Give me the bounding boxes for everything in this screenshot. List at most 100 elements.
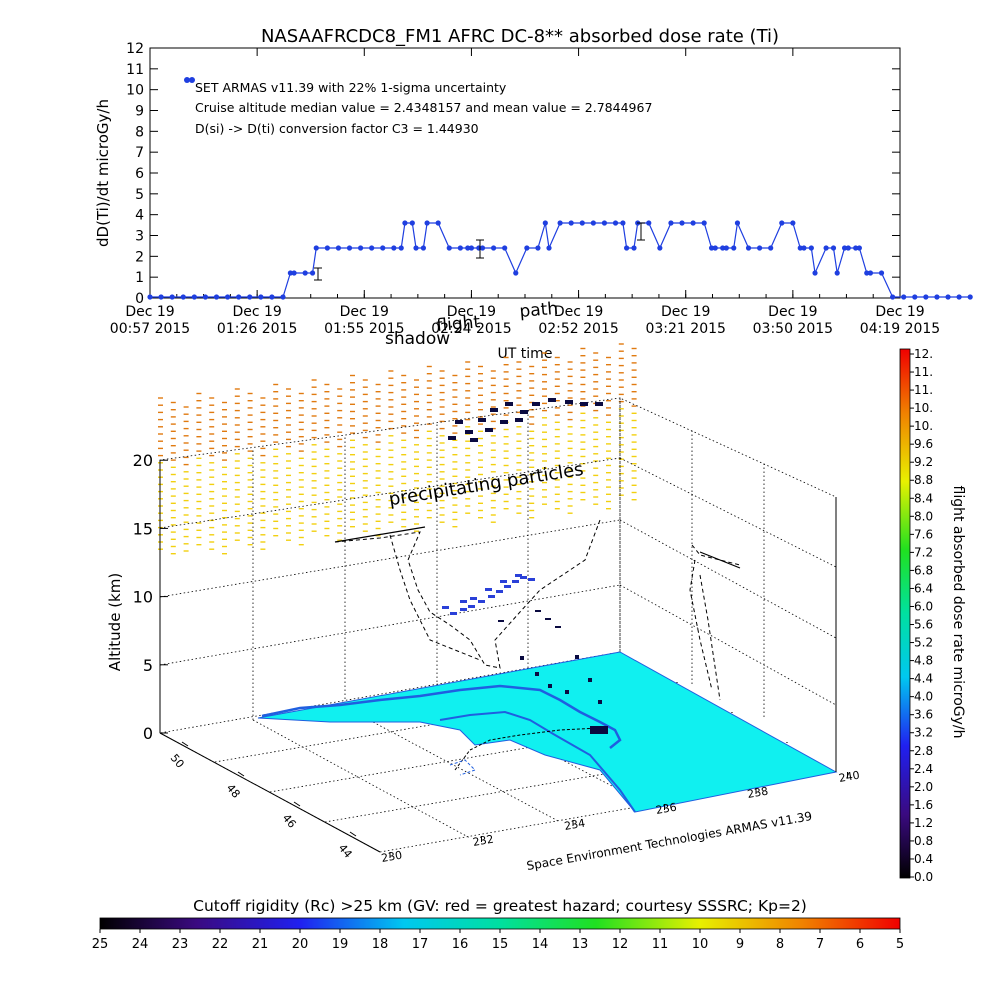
dose-curtain	[158, 343, 637, 555]
data-point	[853, 245, 859, 251]
top-y-axis-label: dD(Ti)/dt microGy/h	[94, 99, 112, 247]
data-point	[287, 270, 293, 276]
rigidity-tick-label: 5	[896, 937, 904, 952]
data-point	[701, 220, 707, 226]
rigidity-tick-label: 25	[92, 937, 109, 952]
rigidity-colorbar-label: Cutoff rigidity (Rc) >25 km (GV: red = g…	[193, 897, 807, 915]
flight-path	[334, 519, 601, 669]
lon-tick-label: 238	[746, 785, 769, 801]
x-tick-label: 03:50 2015	[753, 321, 833, 337]
rigidity-tick-label: 22	[212, 937, 229, 952]
dose-tick-label: 0.8	[914, 834, 933, 848]
data-point	[502, 245, 508, 251]
data-point	[224, 294, 231, 300]
data-point	[213, 294, 220, 300]
dose-tick-label: 0.0	[914, 870, 933, 884]
rigidity-tick-label: 19	[332, 937, 349, 952]
data-point	[335, 245, 342, 251]
x-tick-label: 03:21 2015	[645, 321, 725, 337]
x-tick-label: Dec 19	[340, 304, 389, 320]
altitude-axis: 0 5 10 15 20	[133, 451, 168, 743]
dose-tick-label: 4.8	[914, 654, 933, 668]
data-point	[745, 245, 752, 251]
data-point	[768, 245, 774, 251]
dose-tick-label: 11.	[914, 383, 933, 397]
rigidity-tick-label: 20	[292, 937, 309, 952]
rigidity-tick-label: 10	[692, 937, 709, 952]
data-point	[734, 220, 741, 226]
y-tick-label: 12	[126, 41, 144, 57]
data-point	[568, 220, 574, 226]
coastline	[261, 684, 622, 749]
annotation-line-2: Cruise altitude median value = 2.4348157…	[195, 100, 652, 115]
data-point	[731, 245, 737, 251]
data-point	[524, 245, 530, 251]
data-point	[856, 245, 862, 251]
top-x-axis-label: UT time	[498, 346, 553, 362]
data-point	[357, 245, 364, 251]
rigidity-tick-label: 15	[492, 937, 509, 952]
data-point	[313, 245, 319, 251]
y-tick-label: 2	[135, 249, 144, 265]
data-point	[236, 294, 242, 300]
data-point	[269, 294, 275, 300]
rigidity-tick-label: 11	[652, 937, 669, 952]
x-tick-label: 01:26 2015	[217, 321, 297, 337]
dose-tick-label: 8.0	[914, 509, 933, 523]
dose-tick-label: 6.0	[914, 599, 933, 613]
data-point	[668, 220, 674, 226]
error-bar	[314, 267, 322, 281]
coastline-inner	[439, 710, 636, 813]
lat-tick	[181, 741, 189, 747]
data-point	[864, 270, 870, 276]
data-point	[324, 245, 330, 251]
flight-path-solid	[699, 551, 741, 569]
data-point	[513, 270, 519, 276]
data-point	[420, 245, 426, 251]
data-point	[280, 294, 286, 300]
data-point	[723, 245, 729, 251]
dose-tick-label: 12.	[914, 347, 933, 361]
dose-rate-series	[147, 220, 973, 300]
annotation-line-3: D(si) -> D(ti) conversion factor C3 = 1.…	[195, 121, 479, 136]
rigidity-tick-label: 7	[816, 937, 824, 952]
surface-shadow-track-2	[449, 759, 476, 776]
flight-path-2	[389, 534, 481, 661]
data-point	[468, 245, 475, 251]
dose-tick-label: 8.4	[914, 491, 933, 505]
data-point	[657, 245, 663, 251]
data-point	[690, 220, 696, 226]
data-point	[812, 270, 818, 276]
y-tick-label: 5	[135, 187, 144, 203]
data-point	[542, 220, 548, 226]
lat-tick	[237, 771, 245, 777]
data-point	[413, 245, 419, 251]
x-tick-label: 02:52 2015	[538, 321, 618, 337]
data-point	[923, 294, 929, 300]
y-tick-label: 1	[135, 270, 144, 286]
x-tick-label: Dec 19	[125, 304, 174, 320]
y-tick-label: 7	[135, 145, 144, 161]
data-point	[180, 294, 186, 300]
rigidity-tick-label: 18	[372, 937, 389, 952]
surface-shadow-track	[454, 727, 601, 771]
y-tick-label: 10	[126, 83, 144, 99]
dose-markers-low	[448, 398, 608, 734]
dose-colorbar-ticks: 12. 11. 11. 10. 10. 9.6 9.2 8.8 8.4 8.0 7.6 7.2 6.8 6…	[910, 347, 933, 884]
lon-tick-label: 230	[380, 849, 403, 865]
dose-tick-label: 9.2	[914, 455, 933, 469]
lat-tick	[293, 801, 301, 807]
z-tick-label: 20	[133, 451, 153, 470]
data-point	[708, 245, 715, 251]
overlay-word-flight: flight	[436, 312, 482, 336]
data-point	[291, 270, 297, 276]
dose-tick-label: 2.0	[914, 780, 933, 794]
annotation-line-1: SET ARMAS v11.39 with 22% 1-sigma uncert…	[195, 80, 507, 95]
x-tick-label: Dec 19	[232, 304, 281, 320]
dose-tick-label: 11.	[914, 365, 933, 379]
data-point	[845, 245, 851, 251]
dose-tick-label: 9.6	[914, 437, 933, 451]
error-bar	[476, 239, 484, 259]
data-point	[830, 245, 837, 251]
